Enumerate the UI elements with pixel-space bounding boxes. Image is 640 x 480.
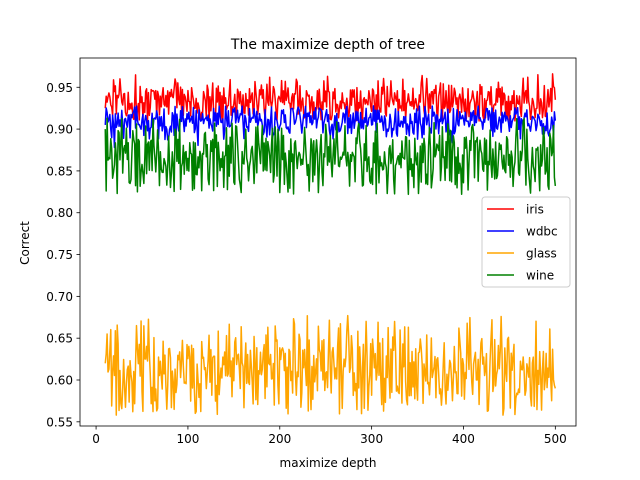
x-tick-label: 0: [92, 432, 100, 446]
legend-label-wine: wine: [526, 269, 554, 283]
y-tick-label: 0.65: [46, 332, 73, 346]
legend: iris wdbc glass wine: [481, 196, 571, 288]
y-axis-ticks: 0.55 0.60 0.65 0.70 0.75 0.80 0.85 0.90 0.95: [46, 81, 80, 429]
y-tick-label: 0.75: [46, 248, 73, 262]
plot-lines: [104, 73, 557, 416]
series-line-glass: [104, 314, 557, 416]
y-tick-label: 0.85: [46, 164, 73, 178]
y-tick-label: 0.80: [46, 206, 73, 220]
chart-title: The maximize depth of tree: [230, 37, 425, 53]
y-tick-label: 0.95: [46, 81, 73, 95]
legend-label-iris: iris: [526, 203, 544, 217]
x-tick-label: 500: [544, 432, 567, 446]
legend-box: [481, 196, 571, 288]
x-tick-label: 400: [452, 432, 475, 446]
y-tick-label: 0.70: [46, 290, 73, 304]
legend-label-glass: glass: [526, 247, 557, 261]
x-axis-ticks: 0 100 200 300 400 500: [92, 426, 567, 446]
plot-area-frame: [79, 57, 577, 427]
y-tick-label: 0.55: [46, 415, 73, 429]
series-line-iris: [104, 73, 557, 123]
series-line-wine: [104, 117, 557, 196]
x-tick-label: 100: [176, 432, 199, 446]
legend-label-wdbc: wdbc: [526, 225, 558, 239]
y-tick-label: 0.90: [46, 123, 73, 137]
y-axis-label: Correct: [18, 221, 32, 265]
x-axis-label: maximize depth: [280, 456, 377, 470]
x-tick-label: 200: [268, 432, 291, 446]
y-tick-label: 0.60: [46, 374, 73, 388]
x-tick-label: 300: [360, 432, 383, 446]
